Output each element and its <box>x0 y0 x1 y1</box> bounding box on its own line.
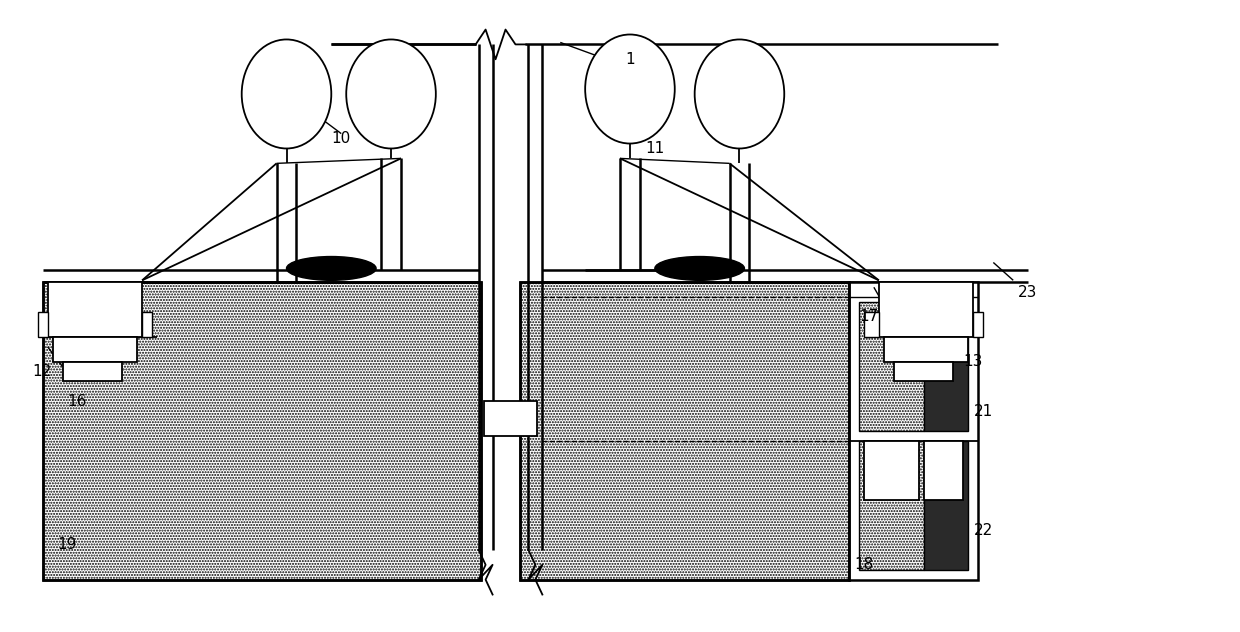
Bar <box>42 283 481 580</box>
Bar <box>973 312 983 337</box>
Ellipse shape <box>286 257 376 281</box>
Bar <box>884 337 968 362</box>
Text: 23: 23 <box>1018 284 1038 300</box>
Bar <box>484 401 537 436</box>
Bar <box>143 312 153 337</box>
Text: 22: 22 <box>973 523 993 538</box>
Text: 17: 17 <box>859 310 878 324</box>
Ellipse shape <box>585 35 675 143</box>
Ellipse shape <box>655 257 744 281</box>
Bar <box>864 441 919 501</box>
Bar <box>924 302 968 431</box>
Bar <box>849 283 978 580</box>
Ellipse shape <box>346 39 435 149</box>
Text: 10: 10 <box>331 131 351 146</box>
Text: 1: 1 <box>625 52 635 67</box>
Bar <box>37 312 47 337</box>
Text: 12: 12 <box>32 364 52 379</box>
Text: 13: 13 <box>963 354 983 369</box>
Bar <box>859 441 924 570</box>
Bar <box>864 312 879 337</box>
Bar <box>42 283 481 580</box>
Text: 21: 21 <box>973 404 993 418</box>
Ellipse shape <box>242 39 331 149</box>
Bar <box>924 441 968 570</box>
Bar <box>521 283 849 580</box>
Text: 11: 11 <box>645 141 665 156</box>
Bar <box>62 362 123 382</box>
Bar <box>924 441 963 501</box>
Bar <box>47 283 143 337</box>
Bar <box>859 302 924 431</box>
Bar <box>521 283 849 580</box>
Bar <box>52 337 138 362</box>
Bar <box>879 283 973 337</box>
Text: 16: 16 <box>67 394 87 409</box>
Ellipse shape <box>694 39 784 149</box>
Bar <box>894 362 954 382</box>
Text: 19: 19 <box>57 537 77 552</box>
Text: 18: 18 <box>854 557 873 573</box>
